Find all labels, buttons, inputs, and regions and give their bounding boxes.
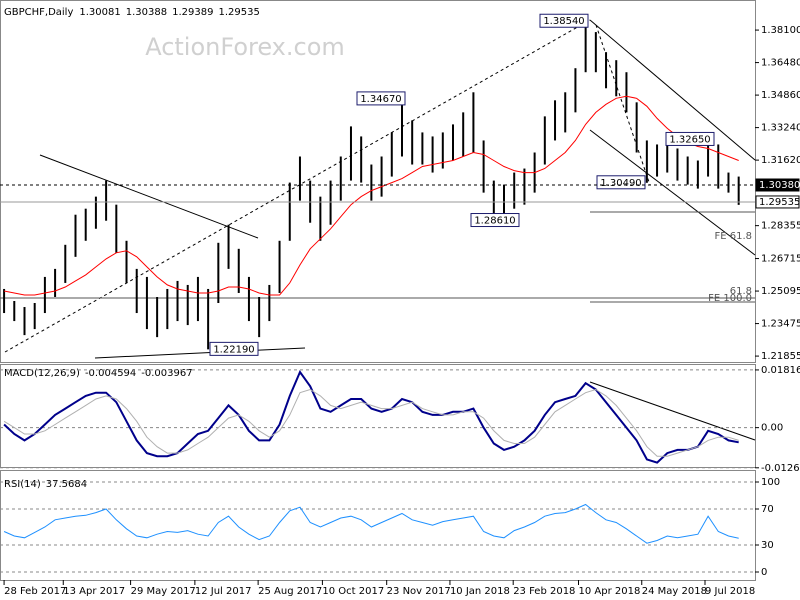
header-value: -0.004594 <box>85 368 136 379</box>
annotation-label: 1.22190 <box>213 344 254 355</box>
fib-label: 61.8 <box>730 286 752 297</box>
macd-title: MACD(12,26,9) <box>4 368 80 379</box>
y-tick-label: 1.36480 <box>761 58 800 69</box>
rsi-header: RSI(14) 37.5684 <box>4 479 87 490</box>
header-value: 1.30388 <box>126 7 167 18</box>
annotation-label: 1.34670 <box>360 94 401 105</box>
y-tick-label: 0.00 <box>761 423 783 434</box>
x-tick-label: 12 Jul 2017 <box>195 586 252 597</box>
rsi-title: RSI(14) <box>4 479 41 490</box>
annotation-box <box>596 175 646 190</box>
y-tick-label: 0 <box>761 567 767 578</box>
header-value: -0.003967 <box>141 368 192 379</box>
header-value: 37.5684 <box>46 479 87 490</box>
price-marker <box>755 195 800 209</box>
y-tick-label: 70 <box>761 504 774 515</box>
y-tick-label: 100 <box>761 477 780 488</box>
series-line <box>3 503 739 544</box>
annotation-label: 1.38540 <box>543 16 584 27</box>
fib-label: FE 61.8 <box>714 231 752 242</box>
header-value: 1.29535 <box>218 7 259 18</box>
annotation-box <box>356 91 406 106</box>
y-tick-label: 1.23475 <box>761 319 800 330</box>
y-tick-label: -0.012637 <box>761 463 800 474</box>
header-value: 1.29389 <box>172 7 213 18</box>
price-marker-label: 1.29535 <box>759 197 800 208</box>
header-value: 1.30081 <box>79 7 120 18</box>
x-tick-label: 24 May 2018 <box>642 586 707 597</box>
y-tick-label: 1.38100 <box>761 25 800 36</box>
series-line <box>3 369 739 464</box>
watermark: ActionForex.com <box>145 33 345 61</box>
macd-header: MACD(12,26,9) -0.004594 -0.003967 <box>4 368 193 379</box>
y-tick-label: 1.25095 <box>761 286 800 297</box>
projection-line <box>595 24 651 186</box>
y-tick-label: 0.018161 <box>761 365 800 376</box>
x-tick-label: 28 Feb 2017 <box>4 586 66 597</box>
annotation-label: 1.30490 <box>600 178 641 189</box>
series-line <box>3 388 739 457</box>
channel-line <box>589 19 756 161</box>
y-tick-label: 30 <box>761 540 774 551</box>
symbol: GBPCHF,Daily <box>4 7 73 18</box>
channel-line <box>589 129 756 256</box>
macd-trend-line <box>589 381 756 441</box>
x-tick-label: 13 Apr 2017 <box>63 586 125 597</box>
x-tick-label: 10 Oct 2017 <box>322 586 384 597</box>
price-marker-label: 1.30380 <box>759 180 800 191</box>
price-marker <box>755 178 800 192</box>
x-tick-label: 10 Apr 2018 <box>578 586 640 597</box>
trend-line <box>39 154 259 239</box>
y-tick-label: 1.21855 <box>761 351 800 362</box>
x-tick-label: 23 Feb 2018 <box>513 586 575 597</box>
fib-label: FE 100.0 <box>708 293 752 304</box>
y-tick-label: 1.26715 <box>761 254 800 265</box>
trend-line <box>94 347 306 359</box>
x-tick-label: 9 Jul 2018 <box>705 586 755 597</box>
moving-average <box>4 95 739 296</box>
annotation-box <box>470 213 520 228</box>
y-tick-label: 1.33240 <box>761 123 800 134</box>
annotation-box <box>209 341 259 356</box>
x-tick-label: 29 May 2017 <box>131 586 196 597</box>
annotation-box <box>665 131 715 146</box>
y-tick-label: 1.31620 <box>761 155 800 166</box>
y-tick-label: 1.28355 <box>761 221 800 232</box>
x-tick-label: 10 Jan 2018 <box>450 586 510 597</box>
annotation-label: 1.32650 <box>669 134 710 145</box>
rsi-panel <box>0 470 756 581</box>
y-tick-label: 1.34860 <box>761 90 800 101</box>
annotation-box <box>539 13 589 28</box>
x-tick-label: 23 Nov 2017 <box>387 586 451 597</box>
header: GBPCHF,Daily 1.30081 1.30388 1.29389 1.29535 <box>4 7 260 18</box>
x-tick-label: 25 Aug 2017 <box>258 586 322 597</box>
annotation-label: 1.28610 <box>474 216 515 227</box>
channel-line <box>4 19 591 353</box>
